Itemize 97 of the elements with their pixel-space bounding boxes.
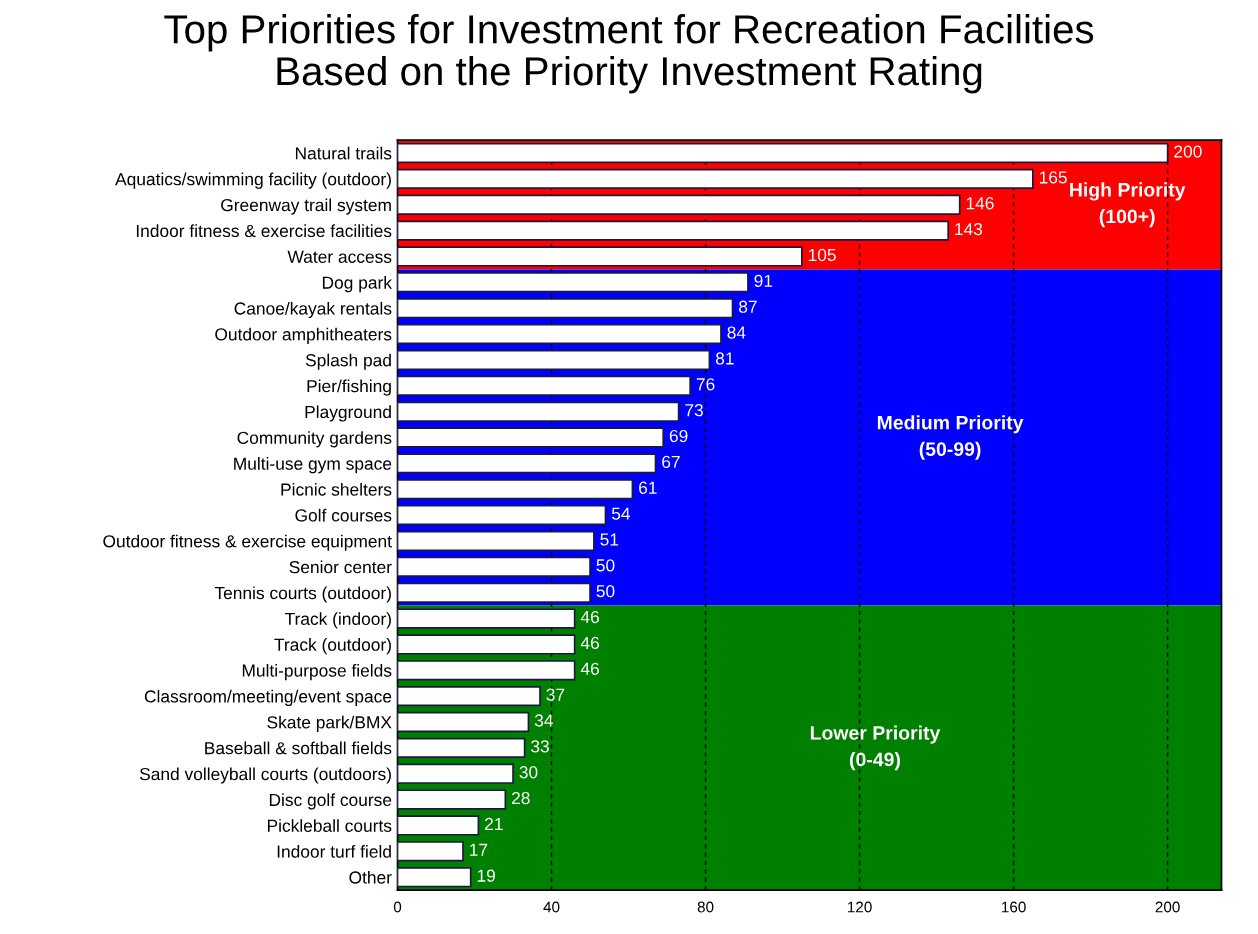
x-tick-label: 40	[543, 901, 560, 913]
data-label: 37	[546, 688, 565, 701]
bar	[397, 298, 734, 319]
data-label: 46	[580, 610, 599, 624]
y-tick-label: Track (indoor)	[284, 612, 391, 629]
data-label: 69	[669, 429, 688, 443]
data-label: 143	[955, 222, 983, 236]
bar	[397, 323, 722, 345]
bar	[397, 375, 691, 396]
data-label: 21	[485, 817, 503, 830]
data-label: 54	[611, 507, 631, 520]
bar	[397, 737, 526, 759]
x-tick-label: 200	[1155, 901, 1180, 913]
y-tick-label: Pier/fishing	[307, 379, 391, 396]
y-tick-label: Playground	[305, 405, 391, 422]
data-label: 73	[685, 404, 703, 417]
data-label: 87	[739, 300, 757, 313]
bar	[397, 401, 680, 422]
bar	[397, 841, 464, 862]
bar	[397, 763, 514, 784]
y-tick-label: Picnic shelters	[281, 482, 392, 496]
bar	[397, 479, 634, 500]
y-tick-label: Natural trails	[295, 146, 392, 160]
data-label: 105	[808, 248, 836, 262]
bar	[397, 427, 665, 448]
x-tick-label: 160	[1002, 901, 1026, 913]
bar	[397, 582, 591, 603]
data-label: 17	[470, 843, 488, 856]
bar	[397, 349, 711, 371]
y-tick-label: Water access	[287, 250, 392, 263]
y-tick-label: Indoor fitness & exercise facilities	[136, 224, 392, 238]
y-tick-label: Track (outdoor)	[274, 638, 391, 655]
bar	[397, 634, 576, 655]
y-tick-label: Sand volleyball courts (outdoors)	[139, 767, 391, 784]
bar	[397, 142, 1169, 164]
data-label: 28	[511, 791, 530, 805]
data-label: 50	[596, 585, 615, 598]
y-tick-label: Multi-purpose fields	[242, 663, 392, 681]
bar	[397, 220, 949, 241]
bar	[397, 815, 480, 836]
x-tick-label: 0	[393, 901, 402, 913]
y-tick-label: Skate park/BMX	[267, 715, 392, 732]
data-label: 34	[534, 714, 554, 727]
data-label: 51	[600, 533, 619, 546]
bar	[397, 453, 657, 474]
y-tick-label: Canoe/kayak rentals	[234, 301, 392, 319]
data-label: 200	[1174, 145, 1202, 158]
bar	[397, 711, 530, 733]
bar	[397, 272, 749, 293]
bar	[397, 608, 576, 629]
y-tick-label: Other	[349, 870, 392, 884]
y-tick-label: Community gardens	[237, 431, 392, 448]
bar	[397, 867, 472, 888]
data-label: 19	[477, 869, 495, 882]
bar	[397, 194, 961, 215]
y-tick-label: Senior center	[289, 560, 392, 574]
y-tick-label: Classroom/meeting/event space	[144, 689, 392, 707]
chart-title: Top Priorities for Investment for Recreation Facilities Based on the Priority Investment Rating	[164, 14, 1094, 94]
y-tick-label: Tennis courts (outdoor)	[214, 586, 391, 603]
band-label: High Priority (100+)	[1070, 182, 1186, 228]
bar	[397, 685, 541, 707]
y-tick-label: Indoor turf field	[277, 845, 391, 858]
y-tick-label: Dog park	[322, 276, 392, 293]
bar	[397, 504, 607, 526]
y-tick-label: Baseball & softball fields	[205, 741, 392, 755]
data-label: 50	[596, 559, 615, 572]
y-tick-label: Golf courses	[295, 508, 392, 522]
x-tick-label: 120	[848, 901, 872, 913]
data-label: 30	[519, 766, 538, 779]
x-tick-label: 80	[697, 901, 714, 913]
band-label: Lower Priority (0-49)	[810, 725, 941, 771]
y-tick-label: Outdoor amphitheaters	[215, 327, 392, 344]
bar	[397, 246, 803, 267]
data-label: 165	[1039, 171, 1067, 184]
y-tick-label: Disc golf course	[269, 793, 392, 810]
data-label: 76	[696, 378, 715, 391]
y-tick-label: Aquatics/swimming facility (outdoor)	[115, 172, 391, 189]
data-label: 67	[662, 455, 680, 469]
bar	[397, 660, 576, 681]
y-tick-label: Outdoor fitness & exercise equipment	[103, 534, 392, 551]
data-label: 146	[966, 197, 994, 210]
bar	[397, 530, 595, 552]
band-label: Medium Priority (50-99)	[877, 415, 1024, 460]
y-tick-label: Multi-use gym space	[234, 457, 392, 474]
data-label: 46	[580, 636, 599, 650]
y-tick-label: Greenway trail system	[221, 198, 391, 215]
bar	[397, 168, 1034, 190]
data-label: 91	[754, 274, 773, 287]
data-label: 33	[531, 740, 549, 753]
y-tick-label: Splash pad	[305, 353, 391, 370]
data-label: 61	[639, 481, 657, 494]
data-label: 84	[727, 326, 746, 339]
y-tick-label: Pickleball courts	[267, 819, 392, 832]
data-label: 46	[580, 662, 599, 675]
bar	[397, 789, 507, 810]
data-label: 81	[715, 352, 734, 365]
bar	[397, 556, 591, 577]
